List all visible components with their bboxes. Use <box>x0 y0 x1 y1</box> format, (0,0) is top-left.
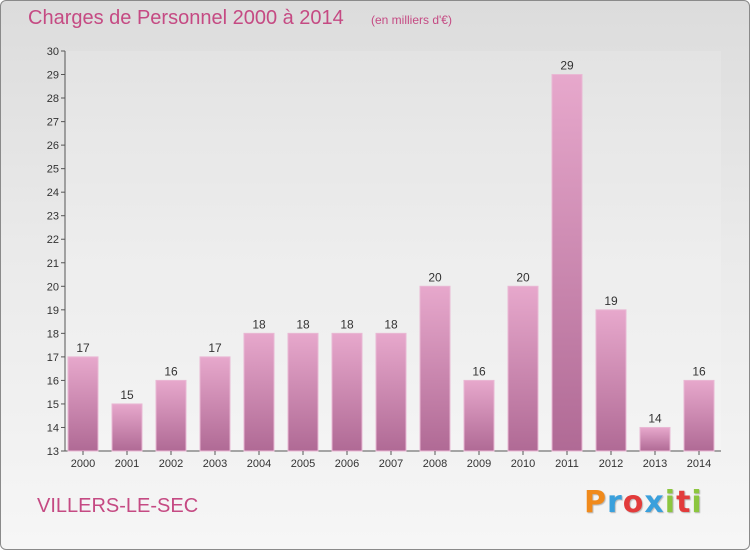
x-tick-label: 2008 <box>423 458 447 470</box>
x-tick-label: 2009 <box>467 458 491 470</box>
y-tick-label: 24 <box>47 187 59 199</box>
data-label: 18 <box>252 317 266 331</box>
data-label: 20 <box>428 270 442 284</box>
data-label: 16 <box>164 364 178 378</box>
bar <box>243 332 275 452</box>
logo-letter: P <box>584 485 607 520</box>
bar <box>199 356 231 452</box>
x-tick-label: 2004 <box>247 458 271 470</box>
bar <box>507 285 539 452</box>
y-tick-label: 20 <box>47 281 59 293</box>
x-tick-label: 2002 <box>159 458 183 470</box>
x-tick-label: 2006 <box>335 458 359 470</box>
bar <box>419 285 451 452</box>
y-tick-label: 28 <box>47 93 59 105</box>
y-tick-label: 17 <box>47 352 59 364</box>
x-tick-label: 2012 <box>599 458 623 470</box>
bar <box>155 379 187 452</box>
x-tick-label: 2005 <box>291 458 315 470</box>
data-label: 16 <box>692 364 706 378</box>
logo-letter: r <box>607 485 623 520</box>
logo-letter: t <box>676 485 692 520</box>
data-label: 14 <box>648 411 662 425</box>
data-label: 16 <box>472 364 486 378</box>
y-tick-label: 18 <box>47 328 59 340</box>
bar <box>639 426 671 452</box>
bar <box>287 332 319 452</box>
y-tick-label: 29 <box>47 70 59 82</box>
data-label: 19 <box>604 294 618 308</box>
bar <box>67 356 99 452</box>
x-tick-label: 2007 <box>379 458 403 470</box>
bar <box>463 379 495 452</box>
y-tick-label: 30 <box>47 46 59 58</box>
logo-letter: i <box>664 485 677 520</box>
y-tick-label: 13 <box>47 446 59 458</box>
x-tick-label: 2013 <box>643 458 667 470</box>
y-tick-label: 19 <box>47 305 59 317</box>
logo-letter: o <box>622 485 645 520</box>
bar <box>111 403 143 452</box>
data-label: 17 <box>76 341 90 355</box>
bar <box>551 74 583 452</box>
bar <box>595 309 627 452</box>
y-tick-label: 23 <box>47 211 59 223</box>
data-label: 20 <box>516 270 530 284</box>
commune-name: VILLERS-LE-SEC <box>37 495 199 517</box>
logo-letter: i <box>691 485 703 520</box>
data-label: 18 <box>296 317 310 331</box>
chart-subtitle: (en milliers d'€) <box>371 13 452 27</box>
bar <box>375 332 407 452</box>
data-label: 18 <box>384 317 398 331</box>
x-tick-label: 2000 <box>71 458 95 470</box>
y-tick-label: 16 <box>47 375 59 387</box>
y-tick-label: 25 <box>47 164 59 176</box>
data-label: 18 <box>340 317 354 331</box>
x-tick-label: 2010 <box>511 458 535 470</box>
data-label: 17 <box>208 341 222 355</box>
data-label: 15 <box>120 388 134 402</box>
x-tick-label: 2014 <box>687 458 711 470</box>
data-label: 29 <box>560 59 574 73</box>
y-tick-label: 22 <box>47 234 59 246</box>
y-tick-label: 26 <box>47 140 59 152</box>
x-tick-label: 2001 <box>115 458 139 470</box>
x-tick-label: 2011 <box>555 458 579 470</box>
bar <box>331 332 363 452</box>
y-tick-label: 14 <box>47 422 59 434</box>
y-tick-label: 15 <box>47 399 59 411</box>
y-tick-label: 27 <box>47 117 59 129</box>
y-tick-label: 21 <box>47 258 59 270</box>
bar <box>683 379 715 452</box>
x-tick-label: 2003 <box>203 458 227 470</box>
proxiti-logo[interactable]: Proxiti <box>584 485 703 520</box>
chart-title: Charges de Personnel 2000 à 2014 <box>28 7 344 29</box>
logo-letter: x <box>644 485 665 520</box>
